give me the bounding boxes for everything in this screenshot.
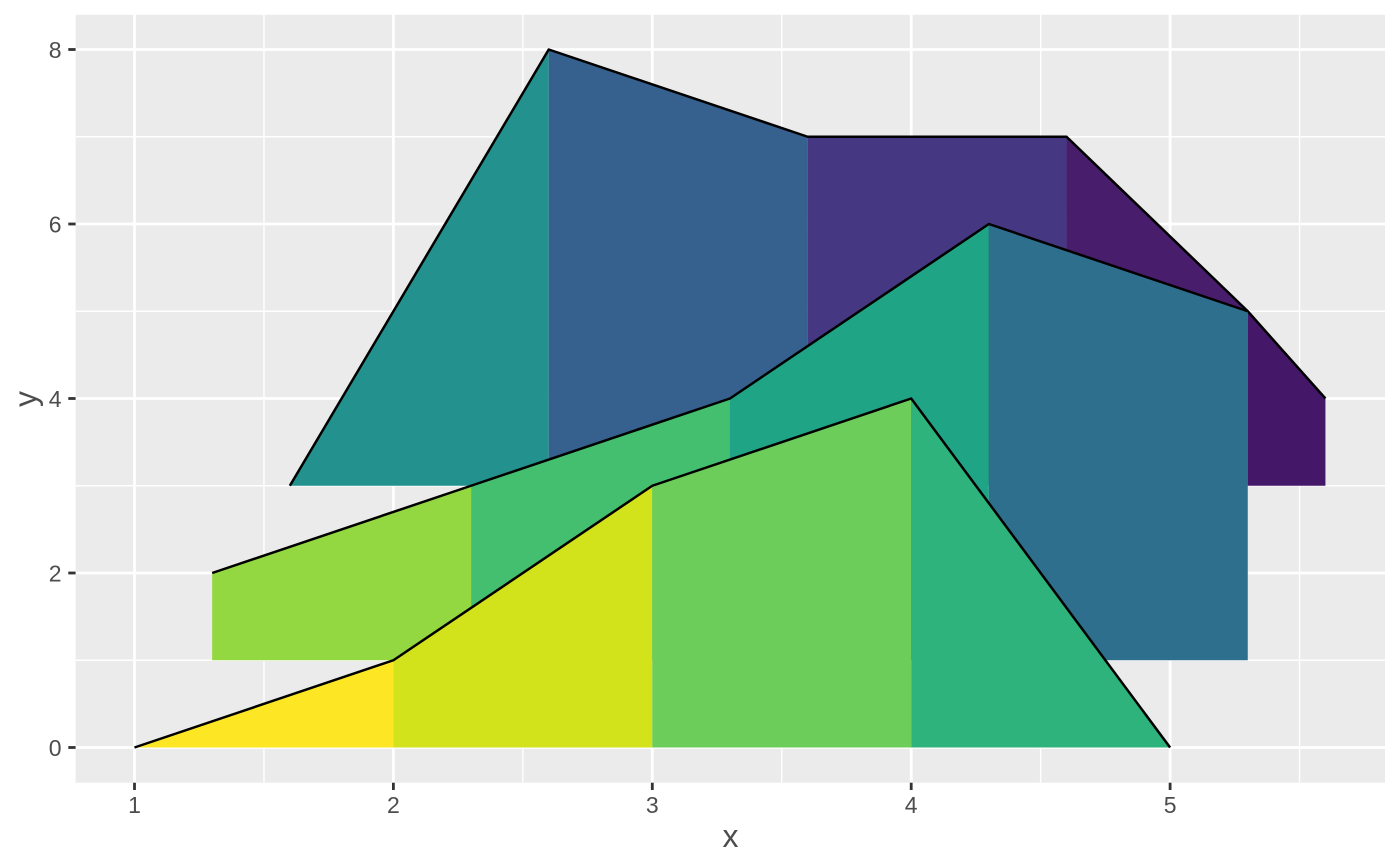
svg-text:4: 4 <box>49 386 62 412</box>
svg-text:y: y <box>7 391 43 407</box>
svg-text:3: 3 <box>646 792 659 818</box>
svg-text:4: 4 <box>905 792 918 818</box>
svg-text:2: 2 <box>387 792 400 818</box>
svg-text:5: 5 <box>1164 792 1177 818</box>
svg-text:6: 6 <box>49 211 62 237</box>
svg-text:8: 8 <box>49 37 62 63</box>
svg-text:2: 2 <box>49 560 62 586</box>
svg-text:1: 1 <box>128 792 141 818</box>
svg-text:0: 0 <box>49 735 62 761</box>
svg-text:x: x <box>723 818 739 854</box>
